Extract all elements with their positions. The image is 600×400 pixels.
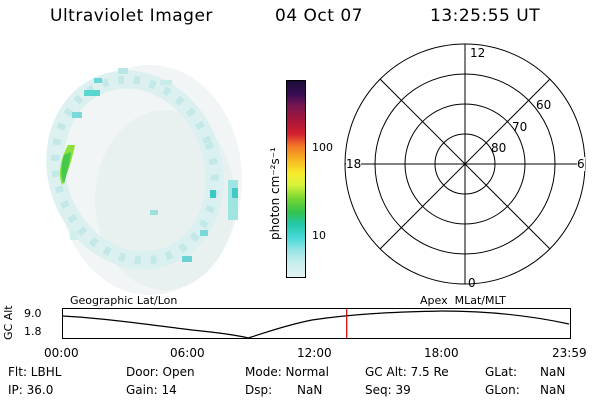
date-label: 04 Oct 07 xyxy=(275,6,363,26)
status-seq: Seq: 39 xyxy=(365,383,411,397)
colorbar-unit-label: photon cm⁻²s⁻¹ xyxy=(268,147,282,240)
x-tick-1800: 18:00 xyxy=(424,346,459,360)
x-tick-2359: 23:59 xyxy=(552,346,587,360)
lat-label-70: 70 xyxy=(512,120,528,134)
timeline-y-tick-top: 9.0 xyxy=(24,307,42,320)
status-glat-value: NaN xyxy=(540,365,566,379)
x-tick-0600: 06:00 xyxy=(170,346,205,360)
time-label: 13:25:55 UT xyxy=(430,6,541,26)
timeline-right-title: Apex MLat/MLT xyxy=(420,294,506,307)
lat-label-80: 80 xyxy=(491,141,507,155)
timeline-plot xyxy=(62,308,571,339)
auroral-oval xyxy=(46,70,224,270)
instrument-title: Ultraviolet Imager xyxy=(50,6,213,26)
status-gc-alt: GC Alt: 7.5 Re xyxy=(365,365,449,379)
status-glon-label: GLon: xyxy=(485,383,520,397)
status-dsp-value: NaN xyxy=(297,383,323,397)
colorbar xyxy=(286,80,306,278)
auroral-intensity-spots xyxy=(60,68,238,262)
polar-plot xyxy=(344,43,586,285)
mlt-label-0: 0 xyxy=(468,276,476,290)
x-tick-1200: 12:00 xyxy=(297,346,332,360)
status-glon-value: NaN xyxy=(540,383,566,397)
mlt-label-6: 6 xyxy=(577,157,585,171)
mlt-label-12: 12 xyxy=(470,46,486,60)
auroral-image xyxy=(46,65,242,295)
altitude-curve xyxy=(62,310,570,339)
x-tick-0000: 00:00 xyxy=(44,346,79,360)
status-gain: Gain: 14 xyxy=(126,383,177,397)
status-dsp-label: Dsp: xyxy=(245,383,273,397)
timeline-y-tick-bottom: 1.8 xyxy=(24,325,42,338)
status-glat-label: GLat: xyxy=(485,365,518,379)
colorbar-tick-100: 100 xyxy=(312,141,333,154)
mlt-label-18: 18 xyxy=(346,157,362,171)
status-ip: IP: 36.0 xyxy=(8,383,54,397)
status-flt: Flt: LBHL xyxy=(8,365,62,379)
timeline-left-title: Geographic Lat/Lon xyxy=(70,294,178,307)
colorbar-gradient xyxy=(287,81,305,277)
status-mode: Mode: Normal xyxy=(245,365,329,379)
colorbar-tick-10: 10 xyxy=(312,229,326,242)
lat-label-60: 60 xyxy=(536,98,552,112)
timeline-y-axis-label: GC Alt xyxy=(2,305,15,340)
status-door: Door: Open xyxy=(126,365,195,379)
